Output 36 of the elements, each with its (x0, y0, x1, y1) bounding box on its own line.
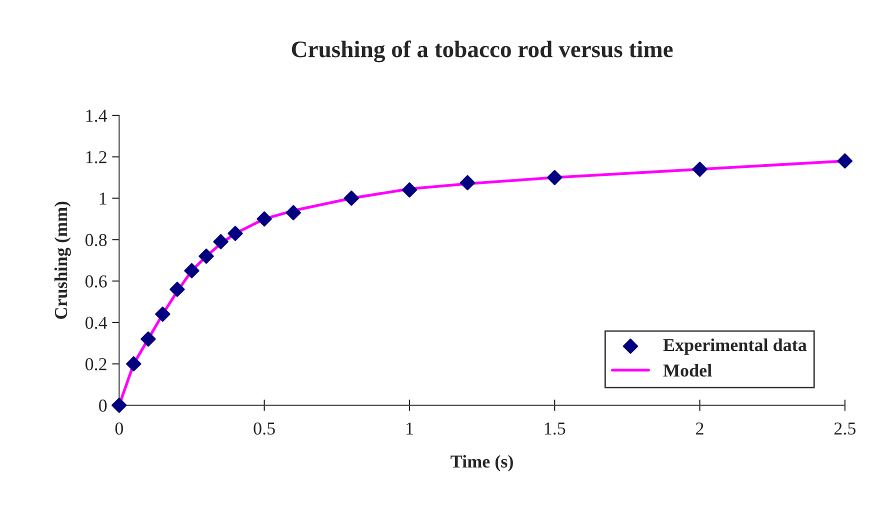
point (213, 234, 228, 250)
point (170, 282, 185, 297)
point (692, 162, 708, 177)
y-axis-title: Crushing (mm) (54, 202, 71, 319)
x-tick-label: 1 (406, 422, 413, 434)
point (126, 356, 142, 372)
y-tick-label: 0.6 (85, 275, 107, 288)
point (155, 306, 170, 322)
point (402, 182, 418, 198)
x-tick-label: 0.5 (254, 422, 275, 435)
point (198, 248, 214, 264)
x-tick-label: 0 (115, 422, 123, 435)
point (460, 175, 476, 190)
y-tick-label: 0.4 (85, 316, 108, 329)
x-tick-label: 1.5 (544, 422, 566, 435)
point (184, 263, 200, 278)
point (228, 226, 243, 242)
x-axis-title: Time (s) (450, 454, 513, 472)
point (286, 205, 301, 220)
x-tick-label: 2 (696, 422, 704, 434)
x-tick-label: 2.5 (834, 422, 856, 435)
legend-label: Experimental data (663, 338, 807, 355)
y-tick-label: 0 (99, 400, 107, 412)
legend-label: Model (663, 364, 712, 377)
y-tick-label: 1.4 (86, 110, 108, 122)
point (256, 211, 272, 227)
point (112, 398, 127, 413)
chart-title: Crushing of a tobacco rod versus time (292, 40, 673, 62)
point (140, 331, 156, 347)
y-tick-label: 0.8 (85, 234, 107, 246)
y-tick-label: 1 (100, 192, 106, 204)
y-tick-label: 0.2 (85, 358, 106, 370)
y-tick-label: 1.2 (86, 151, 106, 164)
point (837, 153, 853, 169)
point (546, 170, 562, 186)
point (344, 190, 360, 206)
